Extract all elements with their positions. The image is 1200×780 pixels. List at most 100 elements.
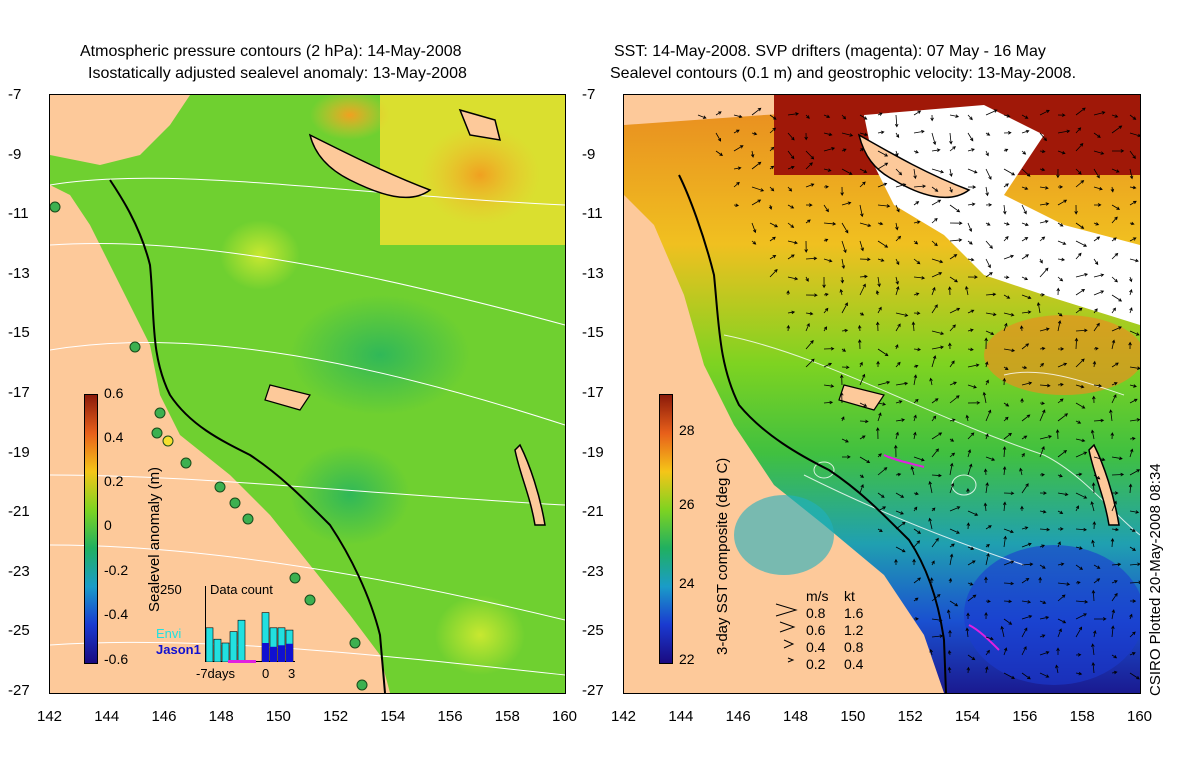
velocity-vector bbox=[895, 150, 899, 157]
left-cb-tick-6: -0.6 bbox=[104, 651, 129, 667]
velocity-vector bbox=[949, 418, 956, 422]
velocity-vector bbox=[876, 360, 880, 368]
vel-legend-kt-2: 0.8 bbox=[844, 639, 864, 655]
velocity-vector bbox=[823, 307, 829, 314]
velocity-vector bbox=[751, 240, 757, 245]
velocity-vector bbox=[1057, 582, 1071, 586]
left-lat-tick-7: -21 bbox=[8, 503, 30, 521]
velocity-vector bbox=[805, 340, 814, 350]
velocity-vector bbox=[895, 381, 909, 386]
velocity-vector bbox=[1111, 237, 1117, 242]
velocity-vector bbox=[1075, 492, 1088, 499]
velocity-vector bbox=[877, 467, 888, 476]
velocity-vector bbox=[1021, 672, 1031, 680]
velocity-vector bbox=[1020, 505, 1024, 512]
velocity-vector bbox=[1075, 613, 1087, 620]
left-lat-tick-3: -13 bbox=[8, 264, 30, 282]
velocity-vector bbox=[967, 275, 978, 279]
velocity-vector bbox=[948, 629, 952, 638]
velocity-vector bbox=[1057, 382, 1064, 387]
velocity-vector bbox=[1003, 183, 1009, 188]
velocity-vector bbox=[931, 415, 937, 422]
velocity-vector bbox=[931, 286, 936, 296]
velocity-vector bbox=[895, 361, 901, 368]
velocity-vector bbox=[913, 528, 922, 534]
velocity-vector bbox=[1111, 252, 1119, 260]
velocity-vector bbox=[1075, 527, 1088, 532]
velocity-vector bbox=[1129, 150, 1136, 160]
velocity-vector bbox=[733, 129, 740, 134]
velocity-vector bbox=[1093, 203, 1102, 207]
velocity-vector bbox=[1075, 472, 1083, 477]
velocity-vector bbox=[949, 543, 955, 548]
velocity-vector bbox=[1092, 395, 1096, 404]
right-lat-tick-4: -15 bbox=[582, 324, 604, 342]
velocity-vector bbox=[1003, 560, 1015, 566]
velocity-vector bbox=[1111, 326, 1122, 332]
velocity-vector bbox=[1021, 204, 1027, 215]
vel-legend-unit-ms: m/s bbox=[806, 588, 829, 604]
velocity-vector bbox=[913, 414, 917, 422]
velocity-vector bbox=[985, 525, 992, 530]
velocity-vector bbox=[823, 168, 832, 172]
velocity-vector bbox=[840, 276, 845, 284]
velocity-vector bbox=[985, 379, 989, 386]
velocity-vector bbox=[1057, 320, 1062, 332]
velocity-vector bbox=[805, 203, 813, 207]
velocity-vector bbox=[840, 186, 844, 196]
velocity-vector bbox=[768, 204, 773, 210]
velocity-vector bbox=[931, 507, 936, 512]
velocity-vector bbox=[965, 627, 970, 638]
velocity-vector bbox=[1092, 521, 1097, 530]
velocity-vector bbox=[1093, 273, 1105, 278]
inset-x-tick-1: 0 bbox=[262, 666, 270, 681]
right-cloud-mask bbox=[864, 105, 1140, 325]
velocity-vector bbox=[1019, 467, 1023, 476]
velocity-vector bbox=[877, 380, 891, 386]
velocity-vector bbox=[931, 432, 943, 440]
left-lat-tick-9: -25 bbox=[8, 622, 30, 640]
inset-count-max: 250 bbox=[160, 582, 182, 597]
velocity-vector bbox=[1021, 114, 1029, 119]
velocity-vector bbox=[859, 283, 866, 296]
velocity-vector bbox=[983, 502, 988, 512]
velocity-vector bbox=[877, 492, 885, 498]
velocity-vector bbox=[859, 168, 868, 173]
velocity-vector bbox=[805, 219, 811, 224]
velocity-vector bbox=[983, 468, 988, 476]
velocity-vector bbox=[895, 222, 899, 231]
velocity-vector bbox=[1093, 564, 1101, 569]
left-lon-tick-1: 144 bbox=[94, 708, 120, 725]
right-orange-patch bbox=[984, 315, 1140, 395]
velocity-vector bbox=[1090, 429, 1095, 440]
velocity-vector bbox=[839, 374, 844, 386]
right-lon-tick-1: 144 bbox=[668, 708, 694, 725]
velocity-vector bbox=[913, 456, 925, 462]
velocity-vector bbox=[949, 506, 961, 512]
velocity-vector bbox=[841, 148, 847, 152]
velocity-vector bbox=[1039, 132, 1047, 142]
velocity-vector bbox=[1075, 451, 1088, 458]
left-cb-tick-4: -0.2 bbox=[104, 562, 129, 578]
velocity-vector bbox=[1110, 538, 1115, 548]
velocity-vector bbox=[751, 161, 762, 170]
left-lat-tick-8: -23 bbox=[8, 562, 30, 580]
right-cool-patch bbox=[734, 495, 834, 575]
velocity-vector bbox=[859, 204, 864, 218]
inset-envi-bar bbox=[237, 619, 246, 662]
vel-legend-kt-0: 1.6 bbox=[844, 605, 864, 621]
right-title-line2: Sealevel contours (0.1 m) and geostrophi… bbox=[610, 65, 1077, 82]
velocity-vector bbox=[877, 453, 882, 458]
velocity-vector bbox=[1111, 472, 1125, 477]
velocity-vector bbox=[1129, 384, 1137, 388]
velocity-vector bbox=[1039, 564, 1046, 569]
velocity-vector bbox=[1039, 615, 1050, 620]
velocity-vector bbox=[946, 609, 951, 620]
velocity-vector bbox=[1021, 483, 1029, 494]
velocity-vector bbox=[1093, 222, 1100, 226]
velocity-vector bbox=[1057, 185, 1064, 189]
velocity-vector bbox=[822, 276, 826, 289]
velocity-vector bbox=[1036, 302, 1041, 314]
velocity-vector bbox=[1038, 576, 1042, 584]
velocity-vector bbox=[877, 130, 885, 135]
